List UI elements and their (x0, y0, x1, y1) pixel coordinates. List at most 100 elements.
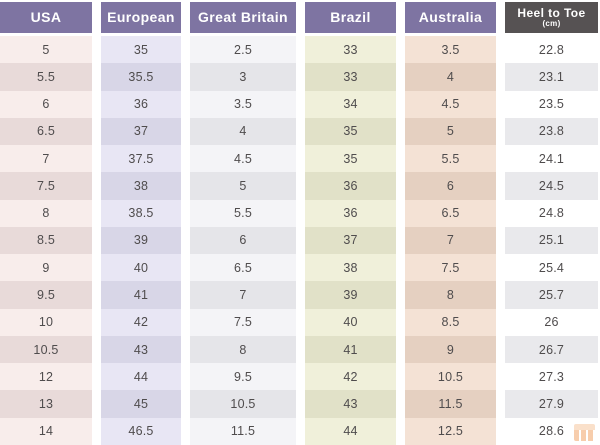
table-row: 7.5 38 5 36 6 24.5 (0, 172, 600, 200)
table-cell: 7.5 (0, 172, 92, 200)
table-cell: 8.5 (0, 226, 92, 255)
table-cell: 25.1 (505, 226, 598, 255)
table-cell: 5.5 (405, 145, 496, 173)
table-cell: 7 (405, 226, 496, 255)
table-cell: 3.5 (405, 36, 496, 64)
table-cell: 23.1 (505, 63, 598, 91)
table-cell: 42 (305, 363, 396, 391)
table-row: 7 37.5 4.5 35 5.5 24.1 (0, 145, 600, 173)
table-cell: 24.1 (505, 145, 598, 173)
table-row: 12 44 9.5 42 10.5 27.3 (0, 363, 600, 391)
table-cell: 26 (505, 308, 598, 336)
column-header-brazil: Brazil (305, 2, 396, 33)
table-cell: 10.5 (190, 390, 296, 418)
table-cell: 41 (305, 335, 396, 364)
table-body: 5 35 2.5 33 3.5 22.8 5.5 35.5 3 33 4 23.1 6 36 3.5 34 4.… (0, 36, 600, 445)
table-row: 10.5 43 8 41 9 26.7 (0, 335, 600, 364)
table-cell: 7.5 (405, 254, 496, 282)
table-cell: 8 (0, 199, 92, 227)
table-header-row: USA European Great Britain Brazil Austra… (0, 2, 600, 33)
table-row: 13 45 10.5 43 11.5 27.9 (0, 390, 600, 418)
table-cell: 36 (305, 172, 396, 200)
table-row: 14 46.5 11.5 44 12.5 28.6 (0, 417, 600, 445)
table-cell: 7.5 (190, 308, 296, 336)
table-cell: 6 (0, 90, 92, 118)
table-cell: 9 (0, 254, 92, 282)
column-header-heel-to-toe-unit: (cm) (542, 19, 561, 29)
table-cell: 6.5 (190, 254, 296, 282)
table-cell: 9 (405, 335, 496, 364)
column-header-european: European (101, 2, 181, 33)
table-cell: 44 (305, 417, 396, 445)
table-row: 6 36 3.5 34 4.5 23.5 (0, 90, 600, 118)
table-cell: 33 (305, 63, 396, 91)
table-cell: 2.5 (190, 36, 296, 64)
table-cell: 12.5 (405, 417, 496, 445)
table-row: 5.5 35.5 3 33 4 23.1 (0, 63, 600, 91)
table-cell: 11.5 (405, 390, 496, 418)
table-cell: 22.8 (505, 36, 598, 64)
table-cell: 23.5 (505, 90, 598, 118)
table-cell: 39 (101, 226, 181, 255)
table-cell: 4.5 (190, 145, 296, 173)
table-cell: 3.5 (190, 90, 296, 118)
table-cell: 24.5 (505, 172, 598, 200)
table-cell: 41 (101, 281, 181, 309)
table-cell: 27.3 (505, 363, 598, 391)
column-header-great-britain: Great Britain (190, 2, 296, 33)
column-header-heel-to-toe-label: Heel to Toe (517, 5, 586, 20)
table-cell: 39 (305, 281, 396, 309)
table-cell: 8 (405, 281, 496, 309)
table-cell: 40 (101, 254, 181, 282)
table-cell: 36 (305, 199, 396, 227)
table-cell: 35 (305, 145, 396, 173)
table-cell: 4 (405, 63, 496, 91)
table-cell: 10.5 (405, 363, 496, 391)
table-cell: 46.5 (101, 417, 181, 445)
table-cell: 26.7 (505, 335, 598, 364)
table-cell: 6.5 (0, 117, 92, 146)
table-cell: 35 (101, 36, 181, 64)
table-cell: 5 (0, 36, 92, 64)
table-cell: 10 (0, 308, 92, 336)
table-cell: 43 (101, 335, 181, 364)
table-cell: 37.5 (101, 145, 181, 173)
table-cell: 11.5 (190, 417, 296, 445)
table-cell: 25.4 (505, 254, 598, 282)
table-row: 6.5 37 4 35 5 23.8 (0, 117, 600, 146)
table-cell: 6 (190, 226, 296, 255)
table-cell: 42 (101, 308, 181, 336)
table-cell: 8 (190, 335, 296, 364)
table-cell: 3 (190, 63, 296, 91)
table-cell: 9.5 (0, 281, 92, 309)
table-cell: 23.8 (505, 117, 598, 146)
table-cell: 25.7 (505, 281, 598, 309)
table-cell: 12 (0, 363, 92, 391)
table-cell: 38 (305, 254, 396, 282)
column-header-australia: Australia (405, 2, 496, 33)
table-cell: 37 (305, 226, 396, 255)
table-cell: 37 (101, 117, 181, 146)
table-cell: 44 (101, 363, 181, 391)
table-cell: 27.9 (505, 390, 598, 418)
column-header-usa: USA (0, 2, 92, 33)
table-cell: 24.8 (505, 199, 598, 227)
table-cell: 5.5 (0, 63, 92, 91)
table-cell: 8.5 (405, 308, 496, 336)
table-row: 8.5 39 6 37 7 25.1 (0, 226, 600, 255)
table-cell: 36 (101, 90, 181, 118)
table-row: 9 40 6.5 38 7.5 25.4 (0, 254, 600, 282)
table-cell: 14 (0, 417, 92, 445)
table-row: 8 38.5 5.5 36 6.5 24.8 (0, 199, 600, 227)
table-cell: 4.5 (405, 90, 496, 118)
table-row: 10 42 7.5 40 8.5 26 (0, 308, 600, 336)
table-cell: 5.5 (190, 199, 296, 227)
table-cell: 6.5 (405, 199, 496, 227)
watermark-logo-icon (574, 424, 595, 441)
table-cell: 4 (190, 117, 296, 146)
table-cell: 9.5 (190, 363, 296, 391)
table-cell: 43 (305, 390, 396, 418)
table-cell: 45 (101, 390, 181, 418)
table-cell: 35 (305, 117, 396, 146)
